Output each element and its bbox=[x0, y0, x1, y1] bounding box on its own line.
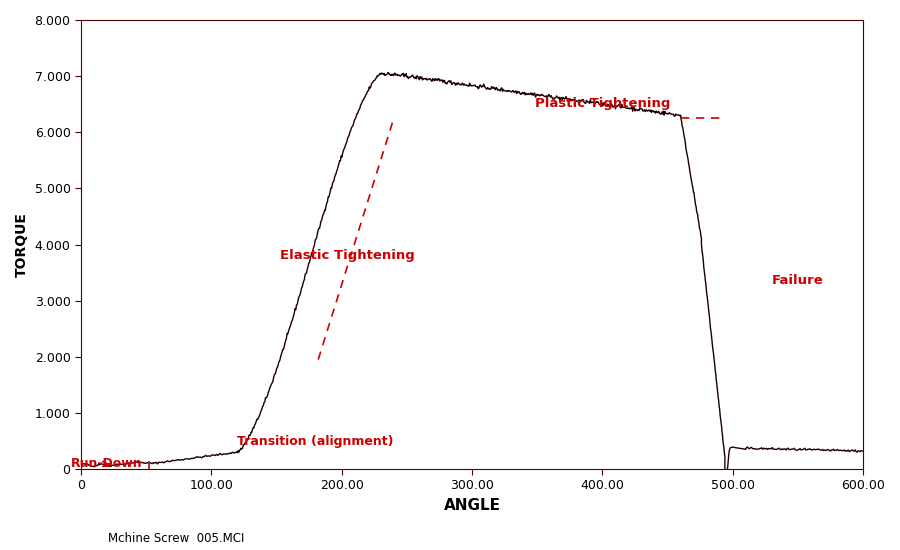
Text: Plastic Tightening: Plastic Tightening bbox=[535, 97, 670, 110]
Text: Run-Down: Run-Down bbox=[70, 458, 142, 470]
Text: Elastic Tightening: Elastic Tightening bbox=[281, 249, 415, 262]
Y-axis label: TORQUE: TORQUE bbox=[15, 212, 29, 277]
Text: Mchine Screw  005.MCI: Mchine Screw 005.MCI bbox=[108, 531, 245, 544]
Text: Transition (alignment): Transition (alignment) bbox=[238, 435, 394, 448]
Text: Failure: Failure bbox=[772, 274, 824, 287]
X-axis label: ANGLE: ANGLE bbox=[444, 498, 500, 513]
